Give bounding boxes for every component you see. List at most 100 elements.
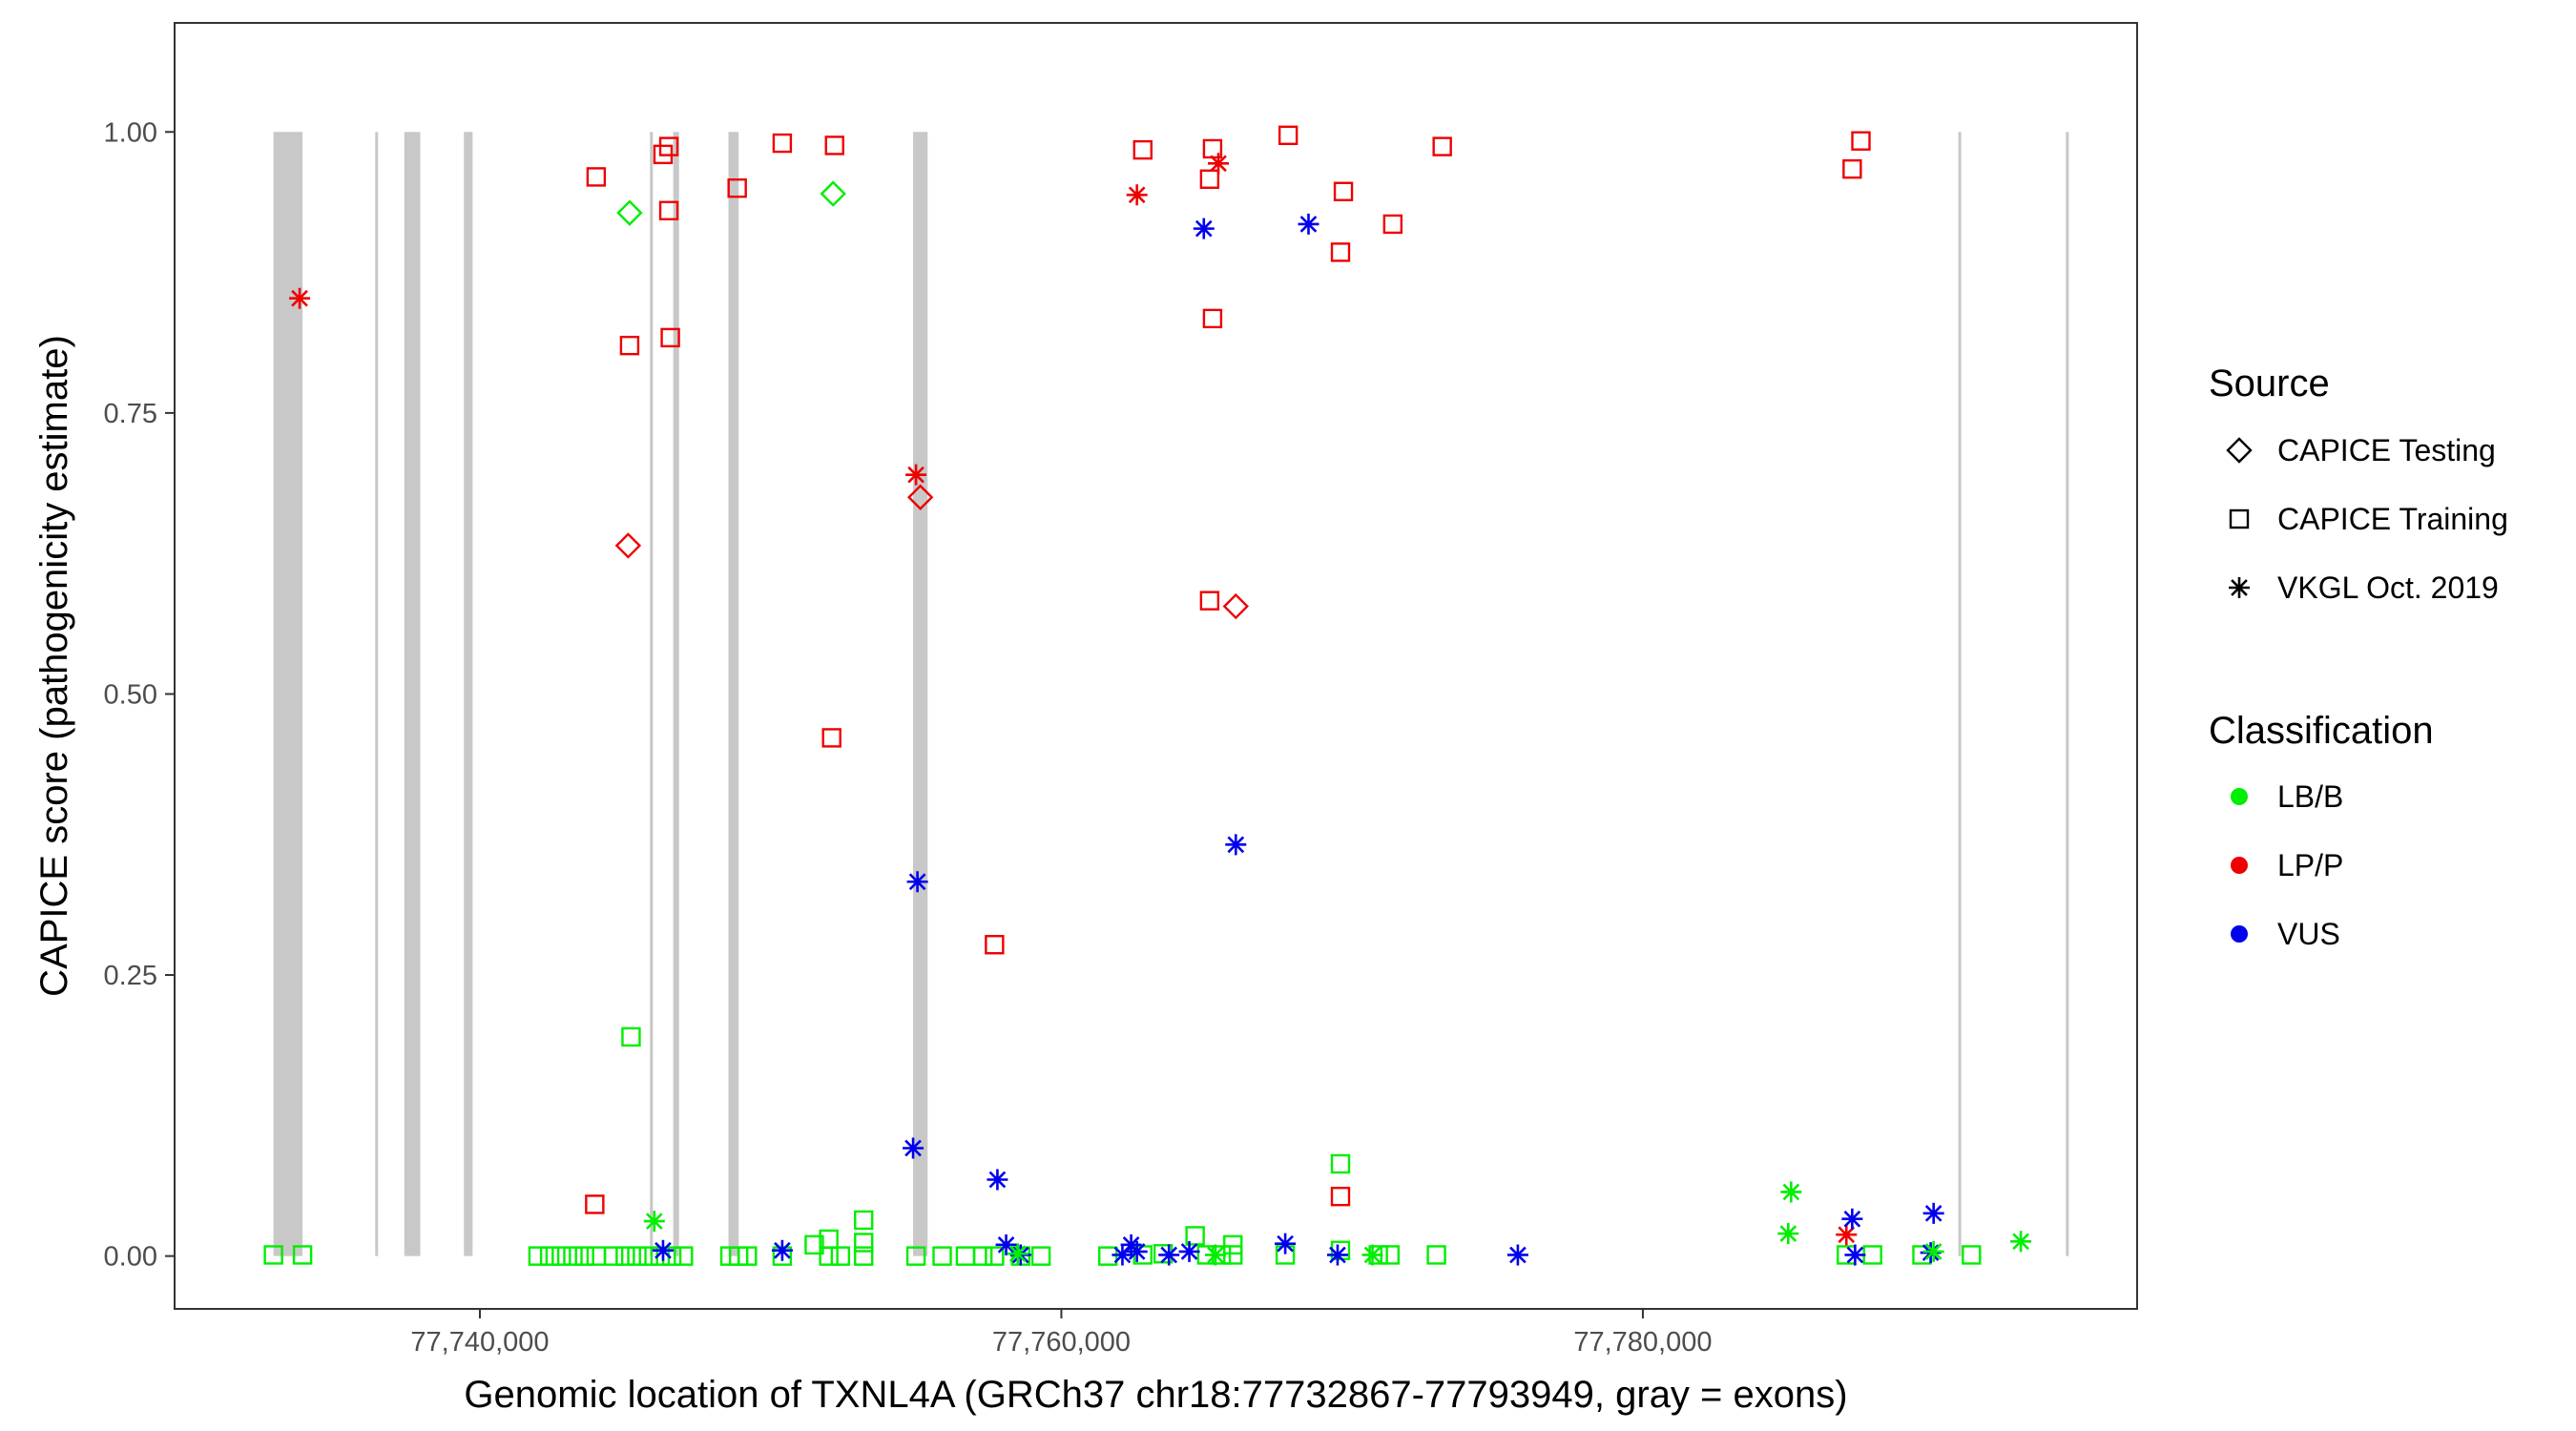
data-point [574, 1246, 594, 1266]
data-point [995, 1234, 1017, 1255]
data-point [1844, 1244, 1866, 1266]
data-point [820, 180, 846, 207]
legend-source-item: CAPICE Training [2229, 502, 2508, 536]
data-point [1836, 1224, 1858, 1246]
data-point [987, 1169, 1008, 1191]
exon-band [2066, 132, 2069, 1256]
data-point [616, 199, 643, 226]
legend-source-item: CAPICE Testing [2226, 433, 2496, 467]
data-point [1126, 1240, 1148, 1262]
data-points [263, 125, 2032, 1266]
data-point [1432, 136, 1452, 156]
x-tick-label: 77,760,000 [992, 1327, 1131, 1358]
data-point [854, 1210, 874, 1231]
data-point [903, 1137, 924, 1159]
data-point [619, 335, 640, 356]
data-point [1506, 1244, 1528, 1266]
data-point [528, 1246, 549, 1266]
legend-source-item: VKGL Oct. 2019 [2229, 570, 2499, 605]
data-point [804, 1234, 824, 1255]
data-point [1132, 139, 1153, 160]
y-tick-label: 0.75 [104, 399, 157, 429]
legend-source-label: CAPICE Training [2277, 502, 2508, 536]
data-point [1380, 1245, 1401, 1265]
exon-band [273, 132, 303, 1256]
legend-class-label: LB/B [2277, 779, 2343, 814]
data-point [819, 1246, 839, 1266]
y-axis: 0.00 0.25 0.50 0.75 1.00 [104, 117, 175, 1273]
legend-classification-title: Classification [2209, 710, 2434, 752]
data-point [1326, 1244, 1348, 1266]
data-point [615, 1246, 635, 1266]
data-point [1330, 1186, 1351, 1207]
x-tick-label: 77,780,000 [1573, 1327, 1712, 1358]
exon-band [404, 132, 421, 1256]
data-point [551, 1246, 571, 1266]
data-point [830, 1246, 851, 1266]
data-point [1361, 1244, 1383, 1266]
legend-classification-items: LB/B LP/P VUS [2231, 779, 2343, 951]
legend-class-label: LP/P [2277, 848, 2343, 882]
data-point [737, 1246, 758, 1266]
x-axis-title: Genomic location of TXNL4A (GRCh37 chr18… [464, 1374, 1847, 1416]
data-point [1007, 1243, 1028, 1265]
data-point [771, 1239, 793, 1261]
data-point [586, 167, 607, 187]
data-point [1842, 158, 1862, 179]
exon-band [913, 132, 928, 1256]
data-point [658, 136, 679, 156]
data-point [1202, 308, 1223, 329]
data-point [652, 1239, 674, 1261]
data-point [586, 1246, 607, 1266]
exon-band [728, 132, 739, 1256]
data-point [621, 1027, 641, 1047]
legend-source-label: CAPICE Testing [2277, 433, 2496, 467]
exon-bands [273, 132, 2069, 1256]
data-point [1111, 1244, 1133, 1266]
data-point [292, 1245, 313, 1265]
data-point [643, 1211, 665, 1233]
data-point [906, 484, 934, 510]
data-point [854, 1246, 874, 1266]
data-point [1208, 153, 1230, 175]
data-point [289, 287, 311, 309]
data-point [2010, 1231, 2032, 1253]
data-point [972, 1246, 993, 1266]
y-tick-label: 0.00 [104, 1242, 157, 1273]
legend-class-item: LB/B [2231, 779, 2343, 814]
y-tick-label: 1.00 [104, 117, 157, 148]
data-point [985, 1246, 1005, 1266]
data-point [263, 1245, 283, 1265]
y-tick-label: 0.50 [104, 679, 157, 710]
data-point [1275, 1233, 1297, 1255]
x-tick-label: 77,740,000 [410, 1327, 549, 1358]
data-point [1962, 1245, 1982, 1265]
legend-key-dot [2231, 925, 2248, 943]
exon-band [464, 132, 473, 1256]
data-point [1193, 218, 1215, 239]
data-point [1330, 1153, 1351, 1174]
legend-source-label: VKGL Oct. 2019 [2277, 570, 2499, 605]
data-point [905, 1246, 926, 1266]
data-point [1862, 1245, 1882, 1265]
data-point [614, 532, 642, 559]
data-point [1222, 592, 1250, 620]
data-point [1426, 1245, 1446, 1265]
data-point [1330, 242, 1351, 262]
data-point [1204, 1244, 1226, 1266]
data-point [727, 178, 747, 198]
data-point [1851, 131, 1871, 151]
legend-key-square [2229, 508, 2250, 529]
data-point [1223, 1234, 1243, 1255]
exon-band [375, 132, 379, 1256]
data-point [1922, 1202, 1944, 1224]
legend-class-item: VUS [2231, 917, 2340, 951]
data-point [660, 327, 680, 348]
x-axis: 77,740,000 77,760,000 77,780,000 [410, 1309, 1713, 1358]
data-point [905, 464, 927, 486]
data-point [603, 1246, 624, 1266]
data-point [985, 935, 1005, 955]
legend-key-dot [2231, 788, 2248, 805]
data-point [1030, 1246, 1051, 1266]
